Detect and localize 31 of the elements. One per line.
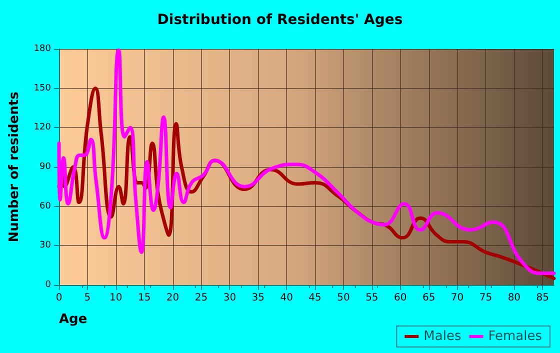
legend-label: Females (488, 329, 542, 344)
x-tick-label: 70 (450, 292, 464, 304)
x-tick-label: 40 (280, 292, 293, 304)
legend-label: Males (424, 329, 462, 344)
y-tick-label: 90 (40, 162, 52, 172)
y-tick-label: 120 (34, 122, 52, 133)
y-axis-title: Number of residents (7, 91, 22, 242)
x-tick-label: 10 (110, 292, 122, 304)
line-series (57, 48, 556, 275)
y-tick-label: 60 (40, 201, 52, 212)
x-tick-label: 85 (536, 292, 549, 304)
y-tick-label: 150 (34, 83, 52, 94)
x-tick-label: 50 (337, 292, 350, 304)
x-tick-label: 30 (223, 292, 236, 304)
x-tick-label: 20 (166, 292, 180, 304)
y-tick-label: 30 (40, 240, 52, 251)
x-tick-label: 45 (308, 292, 322, 304)
x-axis-title: Age (59, 312, 88, 327)
x-tick-label: 0 (56, 292, 62, 304)
y-tick-label: 0 (45, 280, 52, 290)
x-tick-label: 25 (194, 292, 208, 304)
x-tick-label: 5 (84, 292, 91, 304)
x-tick-label: 55 (366, 292, 378, 304)
x-tick-label: 65 (422, 292, 436, 304)
x-tick-label: 35 (252, 292, 265, 304)
x-tick-label: 15 (138, 292, 151, 304)
x-tick-label: 60 (394, 292, 407, 304)
x-tick-label: 80 (508, 292, 521, 304)
chart-title: Distribution of Residents' Ages (157, 12, 403, 28)
x-tick-label: 75 (479, 292, 492, 304)
y-tick-label: 180 (34, 44, 52, 54)
